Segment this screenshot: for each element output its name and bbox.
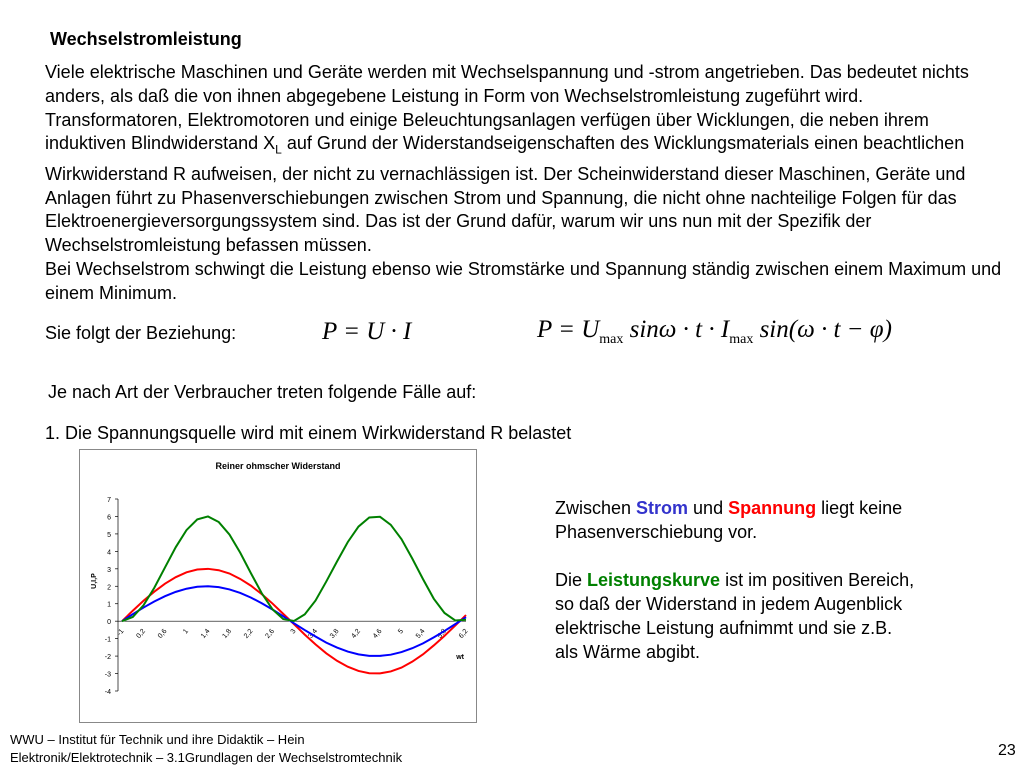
footer: WWU – Institut für Technik und ihre Dida… [10, 731, 402, 767]
slide-title: Wechselstromleistung [50, 29, 242, 49]
x-tick-label: 1,8 [221, 628, 233, 640]
chart-title: Reiner ohmscher Widerstand [216, 461, 341, 471]
x-tick-label: 6,2 [458, 628, 470, 640]
formula-part: sin(ω · t − φ) [753, 316, 892, 343]
y-tick-label: 1 [107, 602, 111, 609]
chart-svg: Reiner ohmscher Widerstand 7 6 5 4 3 2 1 0 -1 -2 -3… [91, 461, 470, 696]
formula-part: P = U [537, 316, 600, 343]
footer-line-1: WWU – Institut für Technik und ihre Dida… [10, 732, 305, 747]
series-line-I [121, 585, 467, 657]
x-tick-label: 5 [397, 628, 405, 636]
x-tick-label: 5,8 [436, 628, 448, 640]
y-axis-label: U,I,P [91, 573, 98, 589]
page-number: 23 [998, 742, 1016, 759]
formula-expanded: P = Umax sinω · t · Imax sin(ω · t − φ) [537, 316, 892, 348]
formula-text: P = U · I [322, 318, 412, 345]
x-tick-label: -1 [116, 628, 125, 637]
y-tick-label: 6 [107, 514, 111, 521]
y-tick-label: -3 [105, 672, 111, 679]
explanation-text: Zwischen Strom und Spannung liegt keine … [555, 496, 915, 664]
y-tick-label: 2 [107, 584, 111, 591]
formula-simple: P = U · I [322, 318, 411, 346]
series-line-P [121, 515, 467, 623]
x-tick-label: 2,6 [264, 628, 276, 640]
x-tick-label: 1,4 [200, 628, 212, 640]
spannung-highlight: Spannung [728, 498, 817, 518]
y-tick-label: 4 [107, 549, 111, 556]
leistung-highlight: Leistungskurve [587, 570, 721, 590]
formula-sub: max [599, 332, 624, 347]
x-axis-label: wt [455, 654, 464, 661]
intro-text: Viele elektrische Maschinen und Geräte w… [45, 61, 1005, 306]
y-tick-label: -2 [105, 654, 111, 661]
y-tick-label: 7 [107, 497, 111, 504]
text: Die [555, 570, 588, 590]
chart-ohmic-resistance: Reiner ohmscher Widerstand 7 6 5 4 3 2 1 0 -1 -2 -3… [79, 449, 477, 723]
intro-part: auf Grund der Widerstandseigenschaften d… [45, 133, 966, 256]
y-tick-label: -1 [105, 637, 111, 644]
text: Zwischen [555, 498, 637, 518]
x-tick-label: 4,2 [350, 628, 362, 640]
intro-paragraph-2: Bei Wechselstrom schwingt die Leistung e… [45, 258, 1002, 303]
x-tick-label: 3,8 [329, 628, 341, 640]
x-tick-label: 3,4 [307, 628, 319, 640]
case-1: 1. Die Spannungsquelle wird mit einem Wi… [45, 423, 572, 443]
text: ist im positiven Bereich, so daß der Wid… [555, 570, 915, 662]
y-tick-label: 3 [107, 567, 111, 574]
formula-sub: max [729, 332, 754, 347]
footer-line-2: Elektronik/Elektrotechnik – 3.1Grundlage… [10, 750, 403, 765]
intro-part: Viele elektrische Maschinen und Geräte w… [45, 62, 969, 154]
y-tick-label: -4 [105, 689, 111, 696]
x-tick-label: 2,2 [243, 628, 255, 640]
text: liegt keine Phasenverschiebung vor. [555, 498, 903, 542]
formula-part: sinω · t · I [623, 316, 730, 343]
x-tick-label: 4,6 [372, 628, 384, 640]
relation-label: Sie folgt der Beziehung: [45, 323, 237, 343]
x-tick-label: 1 [182, 628, 190, 636]
x-tick-label: 5,4 [415, 628, 427, 640]
y-tick-label: 5 [107, 532, 111, 539]
subscript: L [275, 142, 282, 157]
x-tick-label: 3 [290, 628, 298, 636]
y-tick-label: 0 [107, 619, 111, 626]
text: und [688, 498, 729, 518]
cases-intro: Je nach Art der Verbraucher treten folge… [48, 382, 477, 402]
strom-highlight: Strom [636, 498, 689, 518]
x-tick-label: 0,2 [135, 628, 147, 640]
x-tick-label: 0,6 [157, 628, 169, 640]
